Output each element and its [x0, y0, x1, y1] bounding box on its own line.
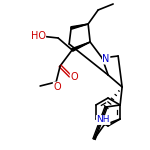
- Text: HO: HO: [31, 31, 46, 41]
- Text: N: N: [102, 54, 110, 64]
- Text: NH: NH: [96, 116, 110, 124]
- Text: O: O: [53, 82, 61, 92]
- Text: O: O: [70, 72, 78, 82]
- Polygon shape: [71, 24, 88, 29]
- Polygon shape: [72, 42, 90, 51]
